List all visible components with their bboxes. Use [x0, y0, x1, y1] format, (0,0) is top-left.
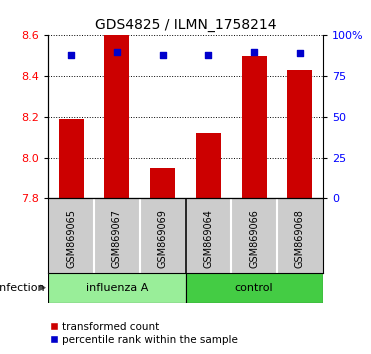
Bar: [104, 35, 129, 198]
Point: [68, 52, 74, 58]
Text: GSM869067: GSM869067: [112, 210, 122, 268]
Bar: [48, 273, 186, 303]
Text: influenza A: influenza A: [86, 282, 148, 293]
Bar: [186, 273, 323, 303]
Point: [114, 49, 120, 55]
Title: GDS4825 / ILMN_1758214: GDS4825 / ILMN_1758214: [95, 18, 276, 32]
Bar: [242, 56, 267, 198]
Text: GSM869068: GSM869068: [295, 210, 305, 268]
Bar: [59, 119, 84, 198]
Point: [206, 52, 211, 58]
Point: [297, 51, 303, 56]
Text: infection: infection: [0, 282, 45, 293]
Text: GSM869064: GSM869064: [203, 210, 213, 268]
Bar: [196, 133, 221, 198]
Text: control: control: [235, 282, 273, 293]
Point: [160, 52, 165, 58]
Text: GSM869065: GSM869065: [66, 210, 76, 268]
Point: [251, 49, 257, 55]
Bar: [287, 70, 312, 198]
Legend: transformed count, percentile rank within the sample: transformed count, percentile rank withi…: [46, 317, 242, 349]
Bar: [150, 168, 175, 198]
Text: GSM869066: GSM869066: [249, 210, 259, 268]
Text: GSM869069: GSM869069: [158, 210, 168, 268]
